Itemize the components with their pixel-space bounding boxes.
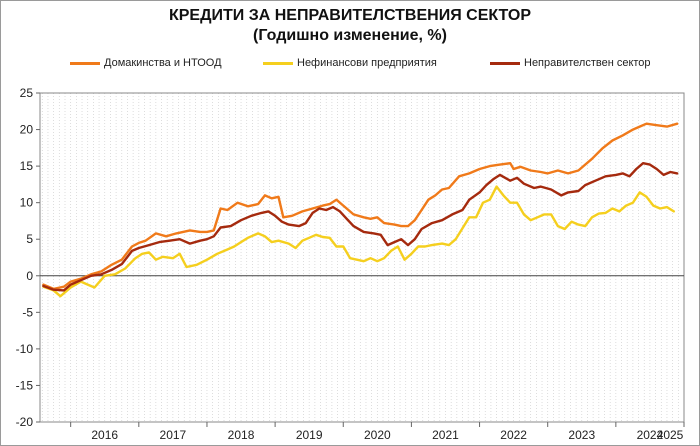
legend-swatch-corporates: [263, 61, 293, 65]
legend-item-corporates: Нефинанcови предприятия: [263, 57, 437, 69]
legend-item-households: Домакинства и НТООД: [70, 57, 222, 69]
x-tick-label: 2022: [500, 428, 527, 442]
x-tick-label: 2020: [364, 428, 391, 442]
y-tick-label: -15: [16, 378, 34, 392]
x-tick-label: 2016: [91, 428, 118, 442]
legend-item-nongov: Неправителствен сектор: [490, 57, 651, 69]
y-tick-label: 20: [20, 123, 34, 137]
legend-swatch-households: [70, 61, 100, 65]
legend-label-nongov: Неправителствен сектор: [524, 57, 651, 69]
x-tick-label: 2021: [432, 428, 459, 442]
y-tick-label: 5: [26, 232, 33, 246]
chart-title: КРЕДИТИ ЗА НЕПРАВИТЕЛСТВЕНИЯ СЕКТОР: [168, 7, 532, 24]
legend-label-households: Домакинства и НТООД: [104, 57, 222, 69]
y-tick-label: -10: [16, 342, 34, 356]
y-tick-label: 10: [20, 196, 34, 210]
plot-area: [39, 92, 685, 423]
legend-swatch-nongov: [490, 61, 520, 65]
y-tick-label: 0: [26, 269, 33, 283]
y-tick-label: -20: [16, 415, 34, 429]
series-line-1: [42, 185, 675, 298]
chart-subtitle: (Годишно изменение, %): [253, 27, 447, 44]
legend: Домакинства и НТООД Нефинанcови предприя…: [0, 57, 700, 77]
x-tick-label: 2025: [657, 428, 684, 442]
x-tick-label: 2023: [568, 428, 595, 442]
x-tick-label: 2019: [296, 428, 323, 442]
x-tick-label: 2024: [637, 428, 664, 442]
y-tick-label: 25: [20, 86, 34, 100]
y-tick-label: 15: [20, 159, 34, 173]
y-tick-label: -5: [22, 305, 33, 319]
x-tick-label: 2017: [160, 428, 187, 442]
series-line-2: [42, 162, 679, 292]
series-line-0: [42, 122, 679, 291]
x-tick-label: 2018: [228, 428, 255, 442]
legend-label-corporates: Нефинанcови предприятия: [297, 57, 437, 69]
